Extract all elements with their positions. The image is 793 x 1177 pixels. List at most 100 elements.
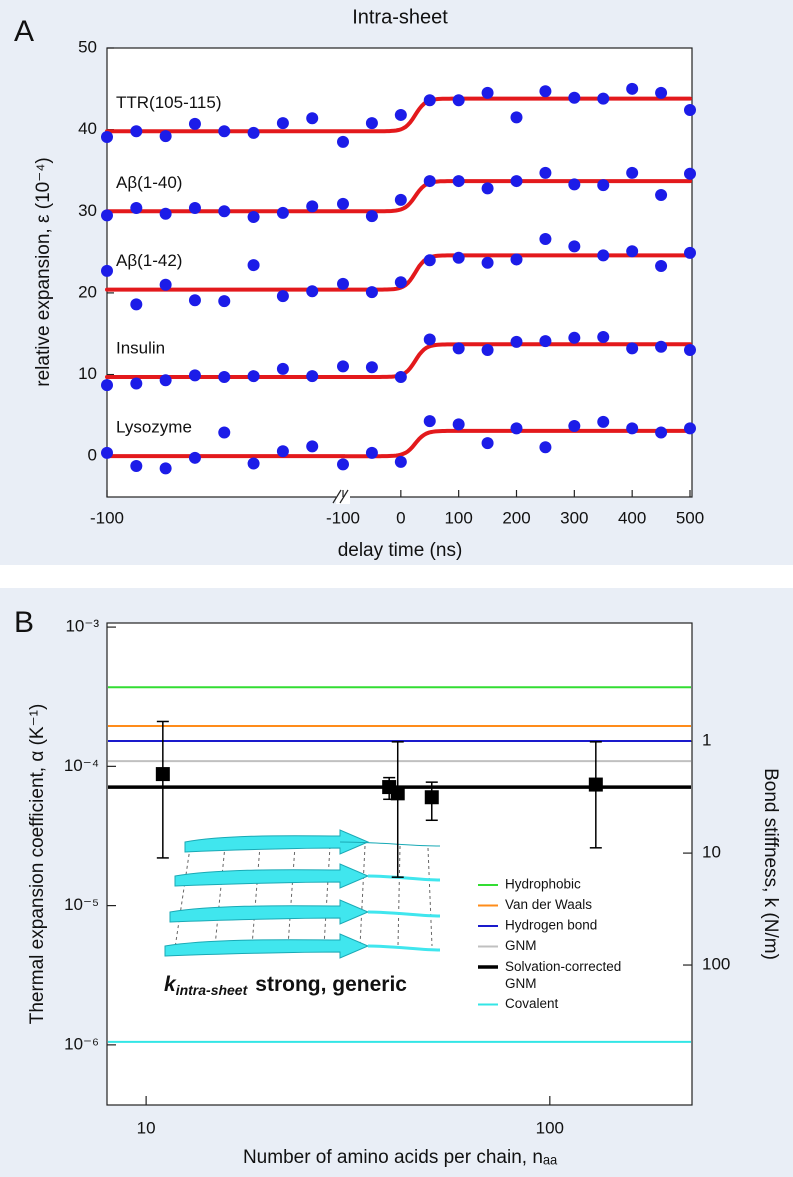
data-point (626, 342, 639, 355)
chart-title: Intra-sheet (352, 6, 448, 28)
data-point (684, 246, 696, 259)
data-point (539, 233, 552, 246)
x-tick-label: 300 (560, 508, 588, 527)
x-axis-title: delay time (ns) (338, 540, 463, 561)
beta-strand (184, 829, 370, 855)
x-tick-label: 500 (676, 508, 704, 527)
y-tick-label: 10 (78, 364, 97, 383)
data-point (337, 197, 349, 210)
beta-strand (169, 899, 370, 925)
data-point (155, 767, 170, 782)
data-point (394, 455, 407, 468)
data-point (539, 441, 552, 454)
data-point (218, 295, 231, 308)
data-point (481, 86, 494, 99)
data-point (626, 166, 639, 179)
inset-label: kintra-sheet strong, generic (164, 973, 407, 998)
data-point (306, 285, 319, 298)
data-point (394, 276, 407, 289)
x-tick-label: 200 (502, 508, 530, 527)
y-axis-title: Thermal expansion coefficient, α (K⁻¹) (27, 704, 48, 1025)
data-point (188, 117, 201, 130)
data-point (159, 374, 172, 387)
data-point (218, 426, 231, 439)
data-point (365, 210, 378, 223)
data-point (394, 193, 407, 206)
y2-tick-label: 1 (702, 731, 711, 750)
series-label: Aβ(1-40) (116, 173, 182, 192)
strand-tail (339, 841, 441, 847)
h-bond (287, 845, 296, 947)
inset-symbol: k (164, 973, 177, 996)
beta-strand (174, 863, 370, 889)
data-point (510, 175, 523, 188)
data-point (452, 251, 465, 264)
data-point (159, 207, 172, 220)
data-point (510, 335, 523, 348)
series-label: Insulin (116, 338, 165, 357)
data-point (597, 415, 610, 428)
x-axis-title: Number of amino acids per chain, nₐₐ (243, 1147, 558, 1168)
axis-break (332, 489, 342, 504)
x-tick-label: 100 (536, 1118, 564, 1137)
legend-label: Covalent (505, 996, 559, 1011)
data-point (539, 85, 552, 98)
x-tick-label: 400 (618, 508, 646, 527)
data-point (684, 422, 696, 435)
series-label: Lysozyme (116, 418, 192, 437)
data-point (684, 167, 696, 180)
strand-tail (367, 944, 441, 952)
data-point (452, 418, 465, 431)
strand-tail (367, 874, 441, 882)
data-point (597, 179, 610, 192)
data-point (247, 210, 260, 223)
legend-label: Hydrophobic (505, 877, 581, 892)
data-point (276, 445, 289, 458)
strand-tail (367, 910, 441, 918)
data-point (188, 369, 201, 382)
data-point (365, 446, 378, 459)
data-point (337, 135, 349, 148)
inset-illustration (164, 829, 441, 959)
data-point (130, 298, 143, 311)
data-point (247, 126, 260, 139)
data-point (337, 277, 349, 290)
axis-break (339, 489, 349, 504)
data-point (394, 370, 407, 383)
data-point (247, 370, 260, 383)
data-point (218, 125, 231, 138)
data-point (655, 188, 668, 201)
data-point (276, 290, 289, 303)
y2-axis-title: Bond stiffness, k (N/m) (760, 768, 781, 960)
h-bond (359, 845, 366, 947)
data-point (159, 278, 172, 291)
data-point (390, 786, 405, 801)
data-point (394, 108, 407, 121)
y-tick-label: 50 (78, 37, 97, 56)
data-point (188, 294, 201, 307)
data-point (365, 117, 378, 130)
x-tick-label: -100 (90, 508, 124, 527)
data-point (655, 340, 668, 353)
data-point (337, 458, 349, 471)
y-tick-label: 20 (78, 282, 97, 301)
data-point (159, 130, 172, 143)
data-point (588, 777, 603, 792)
data-point (306, 370, 319, 383)
y-tick-label: 10⁻⁶ (64, 1034, 99, 1053)
data-point (655, 426, 668, 439)
y-tick-label: 10⁻³ (65, 617, 99, 636)
series-label: Aβ(1-42) (116, 251, 182, 270)
data-point (452, 175, 465, 188)
data-point (597, 249, 610, 262)
data-point (101, 130, 113, 143)
data-point (130, 459, 143, 472)
inset-subscript: intra-sheet (176, 982, 249, 998)
x-tick-label: 100 (444, 508, 472, 527)
data-point (510, 111, 523, 124)
panel-label: B (14, 606, 34, 639)
data-point (423, 333, 436, 346)
data-point (365, 286, 378, 299)
data-point (655, 86, 668, 99)
